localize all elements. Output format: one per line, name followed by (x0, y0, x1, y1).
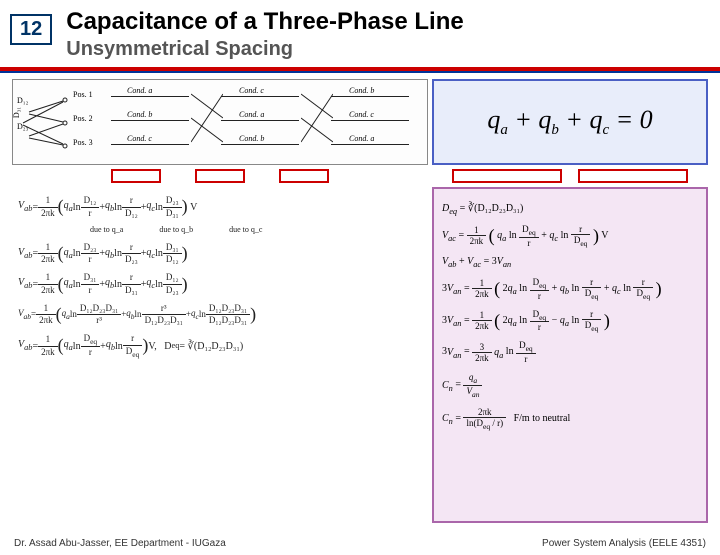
transposition-diagram: D₁₂ D₂₃ D₃₁ Pos. 1 Pos. 2 Pos. 3 Cond. a… (12, 79, 428, 165)
divider (0, 67, 720, 73)
slide-number: 12 (10, 14, 52, 45)
left-equations: Vab = 12πk ( qa ln D₁₂r + qb ln rD₁₂ + q… (12, 187, 428, 367)
slide-subtitle: Unsymmetrical Spacing (66, 38, 463, 61)
footer-left: Dr. Assad Abu-Jasser, EE Department - IU… (14, 538, 226, 549)
slide-title: Capacitance of a Three-Phase Line (66, 8, 463, 36)
footer-right: Power System Analysis (EELE 4351) (542, 538, 706, 549)
red-boxes-left (12, 169, 428, 183)
red-boxes-right (432, 169, 708, 183)
charge-balance-panel: qa + qb + qc = 0 (432, 79, 708, 165)
footer: Dr. Assad Abu-Jasser, EE Department - IU… (14, 538, 706, 549)
header: 12 Capacitance of a Three-Phase Line Uns… (0, 0, 720, 65)
charge-balance-equation: qa + qb + qc = 0 (487, 105, 652, 139)
derivation-panel: Deq = ∛(D₁₂D₂₃D₃₁) Vac = 12πk ( qa ln De… (432, 187, 708, 523)
